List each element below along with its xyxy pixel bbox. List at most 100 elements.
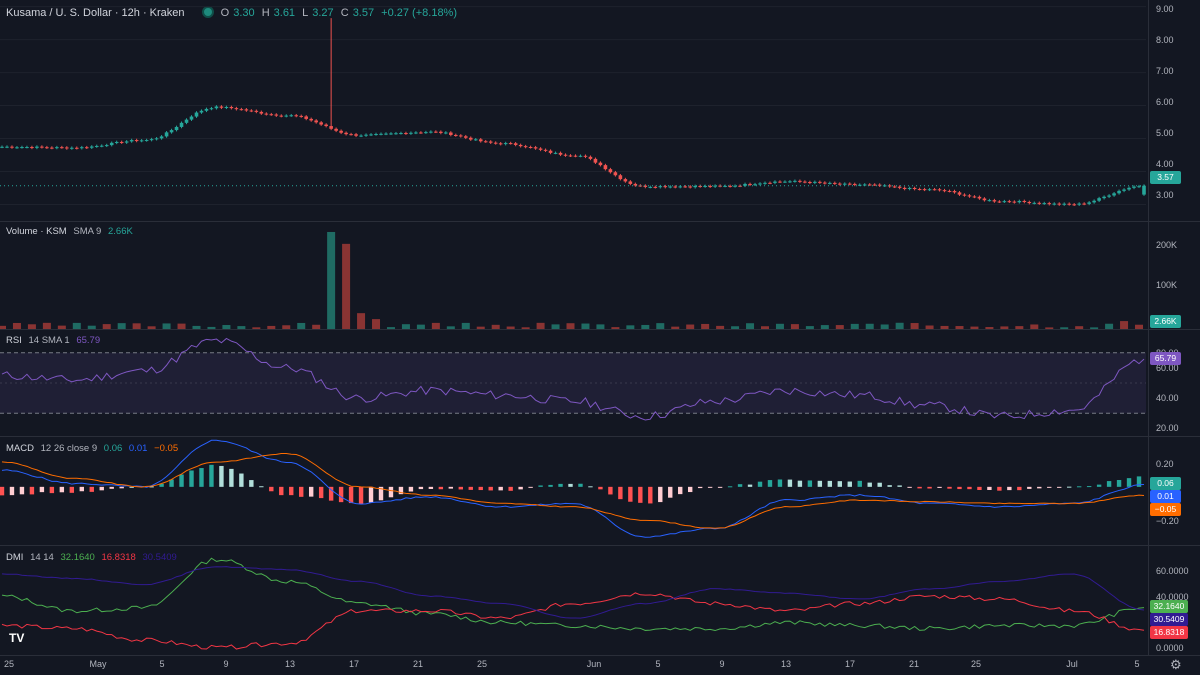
macd-histogram-bar <box>109 486 114 489</box>
pane-separator[interactable] <box>0 545 1200 546</box>
time-axis-label: 13 <box>284 659 296 669</box>
candle-body <box>997 201 1002 203</box>
macd-histogram-bar <box>99 486 104 491</box>
candle-body <box>563 154 568 156</box>
volume-bar <box>581 323 590 329</box>
tradingview-logo[interactable]: TV <box>6 630 28 646</box>
candle-body <box>179 122 184 127</box>
volume-axis-label: 200K <box>1156 240 1178 250</box>
rsi-axis-label: 20.00 <box>1156 423 1179 433</box>
candle-body <box>578 155 583 157</box>
candle-body <box>693 185 697 188</box>
macd-histogram-bar <box>259 486 264 488</box>
candle-body <box>254 110 259 112</box>
volume-bar <box>611 327 620 329</box>
dmi-pane[interactable]: DMI 14 14 32.1640 16.8318 30.5409 <box>0 546 1200 655</box>
macd-histogram-bar <box>249 480 254 487</box>
candle-body <box>803 181 807 183</box>
rsi-value: 65.79 <box>76 335 101 346</box>
gear-icon[interactable]: ⚙ <box>1170 657 1182 672</box>
macd-histogram-bar <box>358 486 364 505</box>
candle-body <box>528 146 533 148</box>
macd-histogram-bar <box>1086 486 1092 488</box>
macd-histogram-bar <box>408 486 414 492</box>
macd-histogram-bar <box>1096 484 1102 487</box>
pane-separator[interactable] <box>0 436 1200 437</box>
candle-body <box>339 130 343 133</box>
candle-body <box>753 184 757 186</box>
candle-body <box>972 196 977 198</box>
volume-bar <box>102 324 111 329</box>
macd-histogram-bar <box>418 486 424 490</box>
volume-bar <box>551 324 560 329</box>
macd-histogram-bar <box>687 486 693 493</box>
volume-tag: 2.66K <box>1150 315 1181 328</box>
symbol-title[interactable]: Kusama / U. S. Dollar · 12h · Kraken <box>6 7 185 19</box>
candle-body <box>154 138 159 140</box>
volume-chart[interactable] <box>0 222 1148 329</box>
candle-body <box>1082 203 1086 205</box>
candle-body <box>284 115 289 117</box>
macd-histogram-bar <box>777 479 783 487</box>
pane-separator[interactable] <box>0 329 1200 330</box>
candle-body <box>10 146 14 148</box>
price-axis-label: 7.00 <box>1156 66 1174 76</box>
candle-body <box>663 186 668 188</box>
candle-body <box>20 147 24 149</box>
candle-body <box>573 155 578 157</box>
macd-histogram-bar <box>737 484 743 487</box>
time-axis-label: 25 <box>970 659 982 669</box>
candle-body <box>394 133 398 135</box>
macd-hist-tag: 0.06 <box>1150 477 1181 490</box>
macd-signal-tag: −0.05 <box>1150 503 1181 516</box>
candle-body <box>593 158 598 163</box>
volume-bar <box>282 325 291 329</box>
dmi-axis-label: 40.0000 <box>1156 592 1189 602</box>
candle-body <box>269 114 274 116</box>
candle-body <box>623 179 628 182</box>
candle-body <box>50 147 54 149</box>
dmi-chart[interactable] <box>0 546 1148 655</box>
candle-body <box>75 147 79 149</box>
macd-histogram-bar <box>328 486 334 501</box>
time-axis-label: 13 <box>780 659 792 669</box>
candle-body <box>99 145 104 147</box>
pane-separator[interactable] <box>0 221 1200 222</box>
macd-chart[interactable] <box>0 437 1148 545</box>
volume-bar <box>87 325 96 329</box>
candle-body <box>239 109 244 111</box>
volume-bar <box>0 325 6 329</box>
candle-body <box>129 140 134 142</box>
candle-body <box>1002 201 1007 203</box>
macd-histogram-bar <box>977 486 982 490</box>
macd-axis-label: −0.20 <box>1156 516 1179 526</box>
volume-bar <box>237 326 246 329</box>
volume-bar <box>880 324 889 329</box>
candle-body <box>733 185 737 187</box>
volume-bar <box>805 326 814 329</box>
candle-body <box>932 189 937 191</box>
candle-body <box>164 132 169 137</box>
volume-bar <box>1090 327 1099 329</box>
time-axis-label: Jul <box>1066 659 1078 669</box>
price-chart[interactable] <box>0 0 1148 221</box>
rsi-pane[interactable]: RSI 14 SMA 1 65.79 <box>0 330 1200 436</box>
candle-body <box>703 185 707 187</box>
price-pane[interactable]: Kusama / U. S. Dollar · 12h · Kraken O 3.… <box>0 0 1200 221</box>
macd-pane[interactable]: MACD 12 26 close 9 0.06 0.01 −0.05 <box>0 437 1200 545</box>
candle-body <box>1142 185 1146 195</box>
candle-body <box>558 152 563 155</box>
price-axis[interactable] <box>1148 0 1200 655</box>
volume-bar <box>147 326 156 329</box>
time-axis-label: 17 <box>844 659 856 669</box>
candle-body <box>264 113 269 115</box>
candle-body <box>922 189 927 191</box>
rsi-chart[interactable] <box>0 330 1148 436</box>
candle-body <box>379 133 383 135</box>
macd-histogram-bar <box>448 486 454 489</box>
macd-histogram-bar <box>518 486 523 490</box>
volume-pane[interactable]: Volume · KSM SMA 9 2.66K <box>0 222 1200 329</box>
candle-body <box>414 132 418 134</box>
candle-body <box>513 143 518 145</box>
price-axis-label: 5.00 <box>1156 128 1174 138</box>
